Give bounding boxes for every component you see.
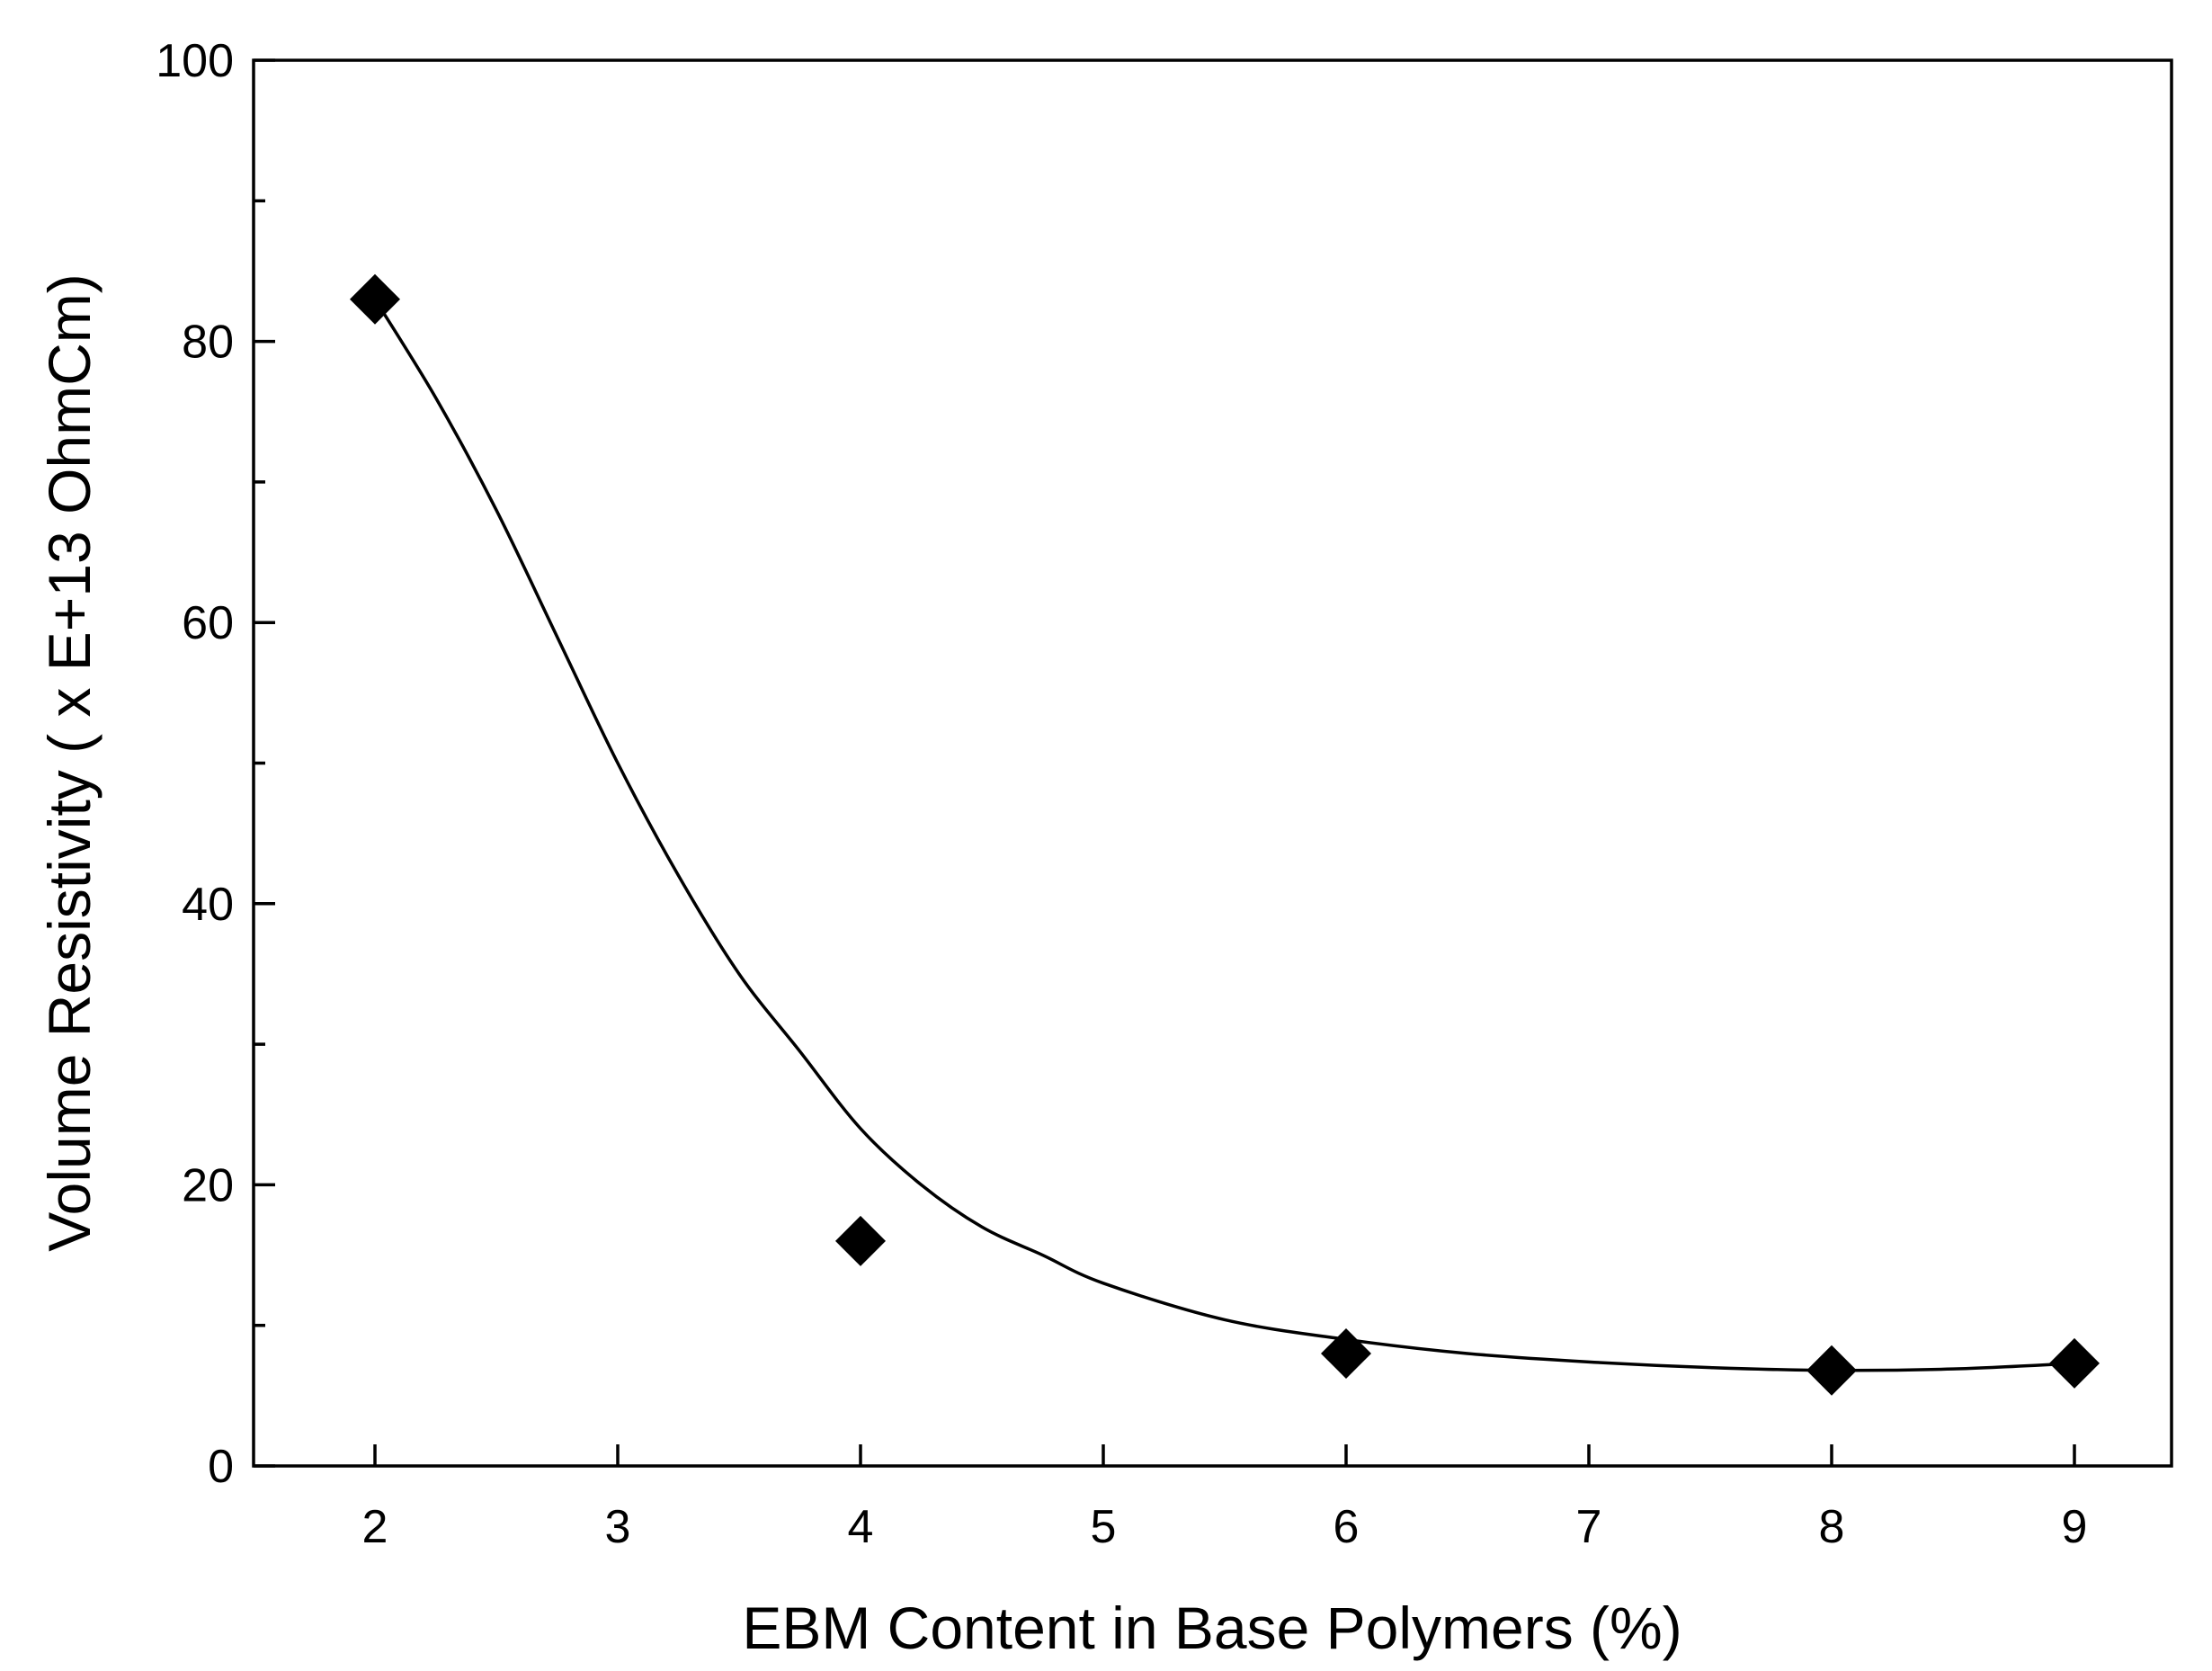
axis-ticks — [254, 58, 2076, 1468]
data-points — [350, 273, 2100, 1396]
y-axis-title: Volume Resistivity ( x E+13 OhmCm) — [36, 273, 103, 1251]
x-tick-label: 9 — [2062, 1501, 2088, 1553]
data-point-diamond — [1321, 1327, 1371, 1379]
y-tick-label: 60 — [182, 597, 234, 649]
x-tick-label: 6 — [1333, 1501, 1360, 1553]
tick-labels: 2 3 4 5 6 7 8 9 0 20 40 60 80 100 — [156, 35, 2087, 1553]
data-point-diamond — [350, 273, 400, 325]
y-tick-label: 80 — [182, 317, 234, 369]
x-tick-label: 2 — [362, 1501, 388, 1553]
fit-curve — [373, 298, 2075, 1372]
y-tick-label: 20 — [182, 1159, 234, 1211]
y-tick-label: 100 — [156, 35, 234, 87]
plot-frame — [252, 58, 2173, 1468]
x-tick-label: 7 — [1576, 1501, 1602, 1553]
x-tick-label: 5 — [1091, 1501, 1117, 1553]
x-tick-label: 8 — [1819, 1501, 1845, 1553]
data-point-diamond — [2049, 1337, 2100, 1389]
x-tick-label: 3 — [605, 1501, 631, 1553]
x-axis-title: EBM Content in Base Polymers (%) — [742, 1595, 1681, 1661]
x-tick-label: 4 — [848, 1501, 874, 1553]
data-point-diamond — [835, 1215, 886, 1266]
y-tick-label: 40 — [182, 879, 234, 931]
y-tick-label: 0 — [208, 1441, 234, 1493]
data-point-diamond — [1806, 1345, 1857, 1396]
